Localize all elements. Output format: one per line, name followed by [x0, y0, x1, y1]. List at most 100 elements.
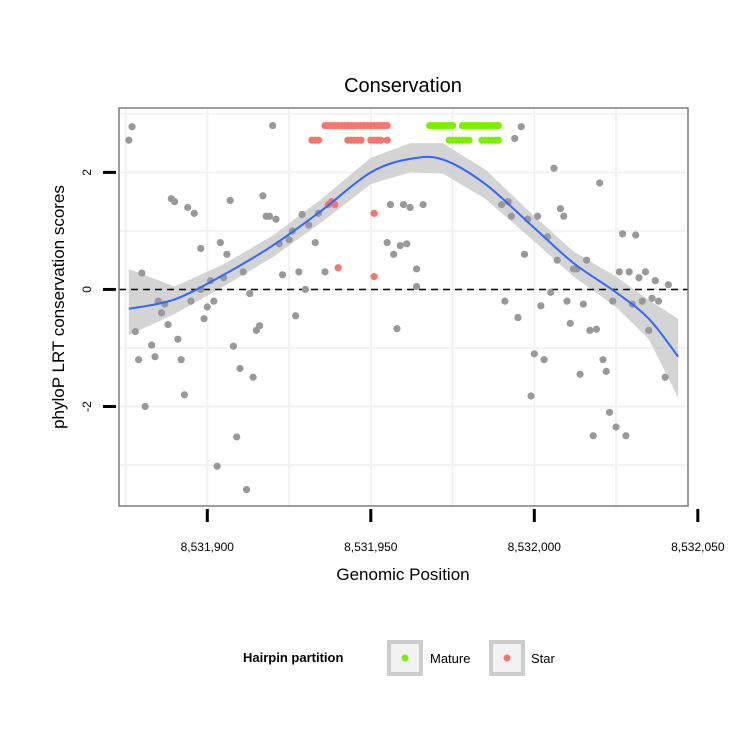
data-point-other	[399, 200, 408, 209]
data-point-other	[553, 256, 561, 264]
data-point-star	[377, 136, 385, 144]
data-point-other	[602, 367, 610, 375]
data-point-other	[295, 268, 303, 276]
data-point-other	[383, 239, 391, 247]
x-tick-label: 8,531,900	[181, 540, 235, 554]
data-point-other	[148, 341, 156, 349]
data-point-other	[605, 408, 614, 416]
legend-swatch-star	[503, 654, 511, 662]
data-point-other	[213, 462, 221, 470]
data-point-other	[533, 212, 542, 220]
data-point-other	[419, 200, 427, 209]
x-axis: 8,531,900 8,531,950 8,532,000 8,532,050	[181, 509, 725, 554]
data-point-other	[131, 327, 139, 336]
data-point-other	[586, 326, 594, 335]
data-point-other	[520, 250, 529, 258]
smooth-line-group	[128, 155, 679, 358]
data-point-other	[537, 302, 545, 310]
data-point-other	[517, 123, 525, 131]
data-point-other	[403, 240, 411, 248]
data-point-other	[618, 230, 627, 238]
data-point-other	[291, 312, 300, 320]
data-point-other	[596, 179, 604, 187]
data-point-other	[592, 325, 601, 333]
data-point-mature	[465, 136, 473, 144]
data-point-other	[200, 315, 208, 323]
x-tick-label: 8,531,950	[344, 540, 398, 554]
data-point-other	[632, 231, 640, 239]
data-point-other	[556, 205, 565, 213]
data-point-other	[174, 335, 182, 343]
x-axis-title: Genomic Position	[336, 565, 469, 584]
data-point-star	[370, 209, 378, 217]
data-point-other	[265, 212, 274, 220]
data-point-other	[576, 370, 584, 378]
data-point-other	[239, 268, 247, 276]
data-point-other	[180, 391, 189, 399]
data-point-other	[651, 277, 659, 285]
data-point-star	[357, 136, 365, 144]
data-point-other	[566, 319, 574, 327]
data-point-other	[229, 342, 238, 350]
data-point-other	[311, 239, 319, 247]
data-point-other	[190, 209, 198, 217]
y-axis-title: phyloP LRT conservation scores	[49, 185, 68, 429]
data-point-other	[501, 297, 509, 305]
chart-title: Conservation	[344, 75, 462, 97]
y-tick-label: -2	[80, 401, 94, 412]
data-point-other	[645, 326, 653, 335]
data-point-other	[511, 134, 519, 143]
data-point-other	[285, 236, 293, 244]
data-point-other	[321, 268, 329, 276]
x-tick-label: 8,532,050	[671, 540, 725, 554]
legend-entry-star: Star	[489, 640, 556, 676]
data-point-other	[527, 392, 535, 400]
data-point-other	[396, 241, 404, 250]
data-point-other	[272, 215, 280, 223]
y-axis: -2 0 2	[80, 169, 116, 412]
y-tick-label: 0	[80, 286, 94, 293]
data-point-other	[164, 320, 172, 329]
data-point-star	[383, 121, 391, 130]
data-point-other	[530, 350, 538, 358]
data-point-other	[187, 297, 195, 305]
data-point-other	[638, 297, 646, 305]
data-point-other	[203, 303, 211, 311]
data-point-other	[128, 123, 136, 131]
data-point-other	[560, 212, 568, 220]
data-point-other	[615, 268, 623, 276]
data-point-other	[135, 356, 143, 364]
data-point-other	[612, 423, 620, 431]
data-point-other	[259, 192, 267, 200]
y-tick-label: 2	[80, 169, 94, 176]
confidence-ribbon	[128, 143, 679, 398]
data-point-star	[370, 272, 378, 281]
data-point-other	[635, 274, 643, 282]
data-point-other	[540, 356, 548, 364]
data-point-mature	[448, 121, 457, 130]
data-point-star	[334, 264, 342, 272]
data-point-other	[498, 200, 506, 209]
data-point-other	[393, 325, 401, 333]
data-point-other	[579, 300, 587, 308]
data-point-other	[406, 203, 414, 212]
x-tick-label: 8,532,000	[508, 540, 562, 554]
data-point-other	[216, 239, 224, 247]
data-point-mature	[494, 136, 502, 144]
data-point-other	[157, 309, 166, 317]
data-point-other	[622, 432, 630, 440]
data-point-other	[298, 210, 306, 219]
data-point-other	[223, 250, 231, 258]
data-point-mature	[494, 121, 502, 130]
data-point-other	[547, 288, 555, 296]
data-point-other	[197, 244, 205, 253]
data-point-other	[550, 164, 558, 172]
data-point-other	[256, 322, 264, 330]
data-point-other	[233, 433, 241, 441]
data-point-other	[236, 364, 244, 373]
legend-title: Hairpin partition	[243, 650, 343, 665]
data-point-other	[599, 356, 607, 364]
data-point-other	[412, 265, 421, 273]
